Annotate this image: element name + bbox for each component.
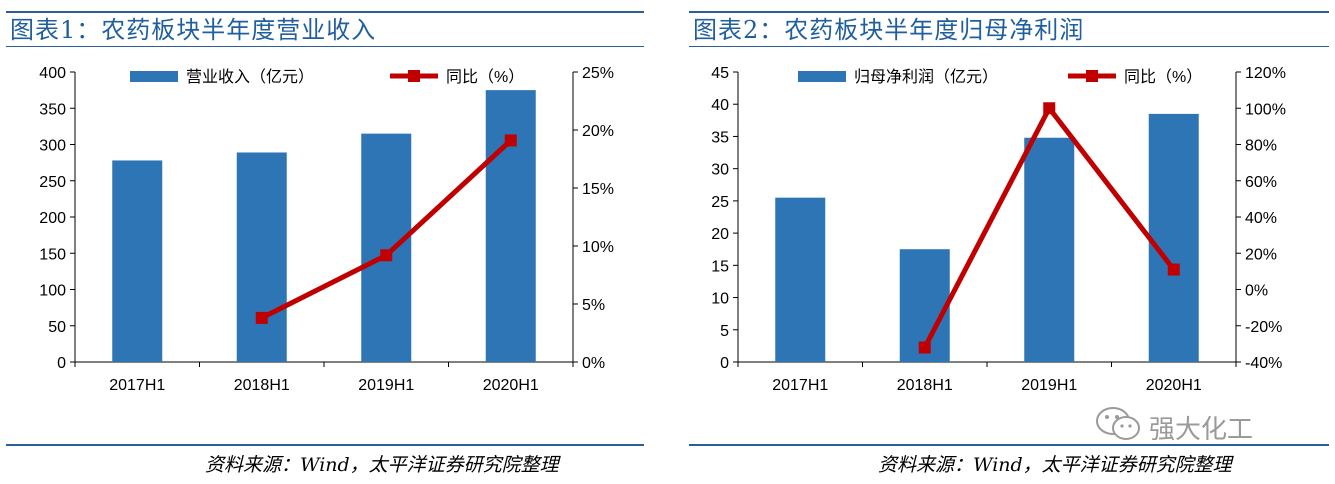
y-tick-label-right: 20% xyxy=(1245,246,1277,263)
line-marker xyxy=(1043,102,1056,115)
line-marker xyxy=(255,311,268,324)
y-tick-label-left: 10 xyxy=(711,291,729,308)
y-tick-label-left: 25 xyxy=(711,194,729,211)
y-tick-label-left: 15 xyxy=(711,258,729,275)
y-tick-label-right: 40% xyxy=(1245,210,1277,227)
x-tick-label: 2019H1 xyxy=(358,377,414,394)
line-marker xyxy=(1167,263,1180,276)
y-tick-label-left: 200 xyxy=(39,210,66,227)
x-tick-label: 2017H1 xyxy=(772,377,828,394)
watermark: 强大化工 xyxy=(1095,405,1253,450)
legend-bar-label: 营业收入（亿元） xyxy=(186,68,314,86)
y-tick-label-left: 30 xyxy=(711,162,729,179)
y-tick-label-left: 45 xyxy=(711,65,729,82)
left-source-note: 资料来源：Wind，太平洋证券研究院整理 xyxy=(205,454,559,476)
bar xyxy=(1024,137,1075,362)
bar xyxy=(236,152,287,362)
net-profit-chart: 0 5 10 15 20 25 30 35 40 45 -40% -20% 0% 20% 40% 60% 80%… xyxy=(711,65,1286,394)
title-bottom-rule xyxy=(689,46,1329,47)
legend-bar-label: 归母净利润（亿元） xyxy=(854,68,998,86)
y-tick-label-right: 120% xyxy=(1245,65,1286,82)
title-top-rule xyxy=(689,11,1329,13)
y-tick-label-right: 0% xyxy=(582,355,605,372)
right-chart-panel: 图表2：农药板块半年度归母净利润 0 5 10 15 20 25 30 35 40 45 -40% -… xyxy=(683,0,1335,484)
bar xyxy=(1148,113,1199,362)
x-tick-label: 2017H1 xyxy=(109,377,165,394)
bar xyxy=(112,160,163,362)
right-chart-title: 图表2：农药板块半年度归母净利润 xyxy=(693,16,1085,44)
y-tick-label-right: 15% xyxy=(582,181,614,198)
right-source-note: 资料来源：Wind，太平洋证券研究院整理 xyxy=(878,454,1232,476)
line-marker xyxy=(504,134,517,147)
y-tick-label-right: 80% xyxy=(1245,138,1277,155)
y-tick-label-left: 5 xyxy=(720,323,729,340)
y-tick-label-left: 400 xyxy=(39,65,66,82)
x-tick-label: 2018H1 xyxy=(234,377,290,394)
bar xyxy=(361,133,412,362)
watermark-text: 强大化工 xyxy=(1149,415,1254,445)
y-tick-label-right: 25% xyxy=(582,65,614,82)
legend-line-marker xyxy=(408,70,420,82)
source-rule xyxy=(689,444,1329,446)
revenue-chart: 0 50 100 150 200 250 300 350 400 0% 5% 10% 15% 20% 25%… xyxy=(39,65,614,394)
source-rule xyxy=(6,444,644,446)
legend-bar-swatch xyxy=(798,71,846,82)
y-tick-label-left: 50 xyxy=(48,319,66,336)
y-tick-label-left: 35 xyxy=(711,129,729,146)
legend-line-label: 同比（%） xyxy=(446,68,524,86)
y-tick-label-right: 20% xyxy=(582,123,614,140)
x-tick-label: 2020H1 xyxy=(483,377,539,394)
y-tick-label-left: 350 xyxy=(39,101,66,118)
title-top-rule xyxy=(6,11,644,13)
y-tick-label-left: 150 xyxy=(39,246,66,263)
legend-line-marker xyxy=(1086,70,1098,82)
legend-line-label: 同比（%） xyxy=(1124,68,1202,86)
y-tick-label-left: 40 xyxy=(711,97,729,114)
title-bottom-rule xyxy=(6,46,644,47)
y-tick-label-right: 5% xyxy=(582,297,605,314)
y-tick-label-right: 10% xyxy=(582,239,614,256)
y-tick-label-right: -40% xyxy=(1245,355,1282,372)
y-tick-label-left: 250 xyxy=(39,174,66,191)
y-tick-label-left: 0 xyxy=(720,355,729,372)
y-tick-label-right: -20% xyxy=(1245,319,1282,336)
line-marker xyxy=(380,249,393,262)
x-tick-label: 2019H1 xyxy=(1021,377,1077,394)
y-tick-label-left: 100 xyxy=(39,283,66,300)
left-chart-panel: 图表1：农药板块半年度营业收入 0 50 100 150 200 250 300 350 400… xyxy=(0,0,650,484)
x-tick-label: 2018H1 xyxy=(897,377,953,394)
bar xyxy=(485,90,536,362)
x-tick-label: 2020H1 xyxy=(1146,377,1202,394)
line-marker xyxy=(918,341,931,354)
bar xyxy=(775,197,826,362)
wechat-icon xyxy=(1095,405,1143,450)
y-tick-label-right: 100% xyxy=(1245,101,1286,118)
y-tick-label-left: 20 xyxy=(711,226,729,243)
y-tick-label-right: 60% xyxy=(1245,174,1277,191)
y-tick-label-left: 0 xyxy=(57,355,66,372)
left-chart-title: 图表1：农药板块半年度营业收入 xyxy=(10,16,377,44)
legend-bar-swatch xyxy=(130,71,178,82)
y-tick-label-right: 0% xyxy=(1245,283,1268,300)
y-tick-label-left: 300 xyxy=(39,138,66,155)
